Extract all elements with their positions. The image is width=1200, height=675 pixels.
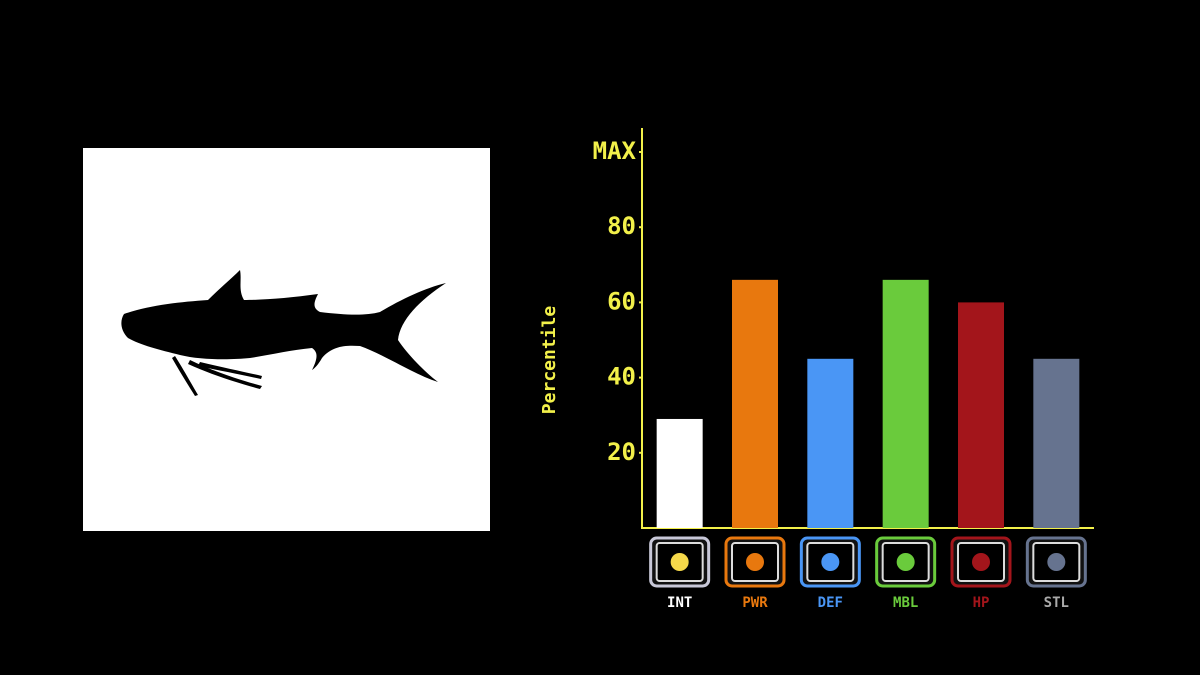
stat-icon-glyph	[670, 553, 689, 571]
category-label: DEF	[818, 595, 843, 611]
stat-icon-glyph	[972, 553, 990, 571]
bar	[882, 279, 929, 528]
bar	[1033, 358, 1080, 528]
y-tick-label: MAX	[593, 137, 637, 165]
category-label: MBL	[893, 595, 918, 611]
category-label: INT	[667, 595, 692, 611]
bar	[958, 302, 1004, 528]
stat-icon-glyph	[896, 553, 915, 571]
stat-icon-glyph	[821, 553, 840, 571]
fish-silhouette	[121, 270, 446, 396]
y-tick-label: 40	[607, 363, 636, 391]
bar	[656, 418, 703, 528]
category-label: HP	[973, 595, 990, 611]
icons	[649, 536, 1087, 588]
category-label: PWR	[742, 595, 768, 611]
y-tick-label: 80	[607, 212, 636, 240]
y-tick-label: 20	[607, 438, 636, 466]
stat-icon-glyph	[746, 553, 764, 571]
y-axis-label: Percentile	[539, 306, 560, 415]
bar	[732, 279, 778, 528]
bar	[807, 358, 854, 528]
y-tick-label: 60	[607, 287, 636, 315]
category-label: STL	[1044, 595, 1069, 611]
stat-icon-glyph	[1047, 553, 1066, 571]
